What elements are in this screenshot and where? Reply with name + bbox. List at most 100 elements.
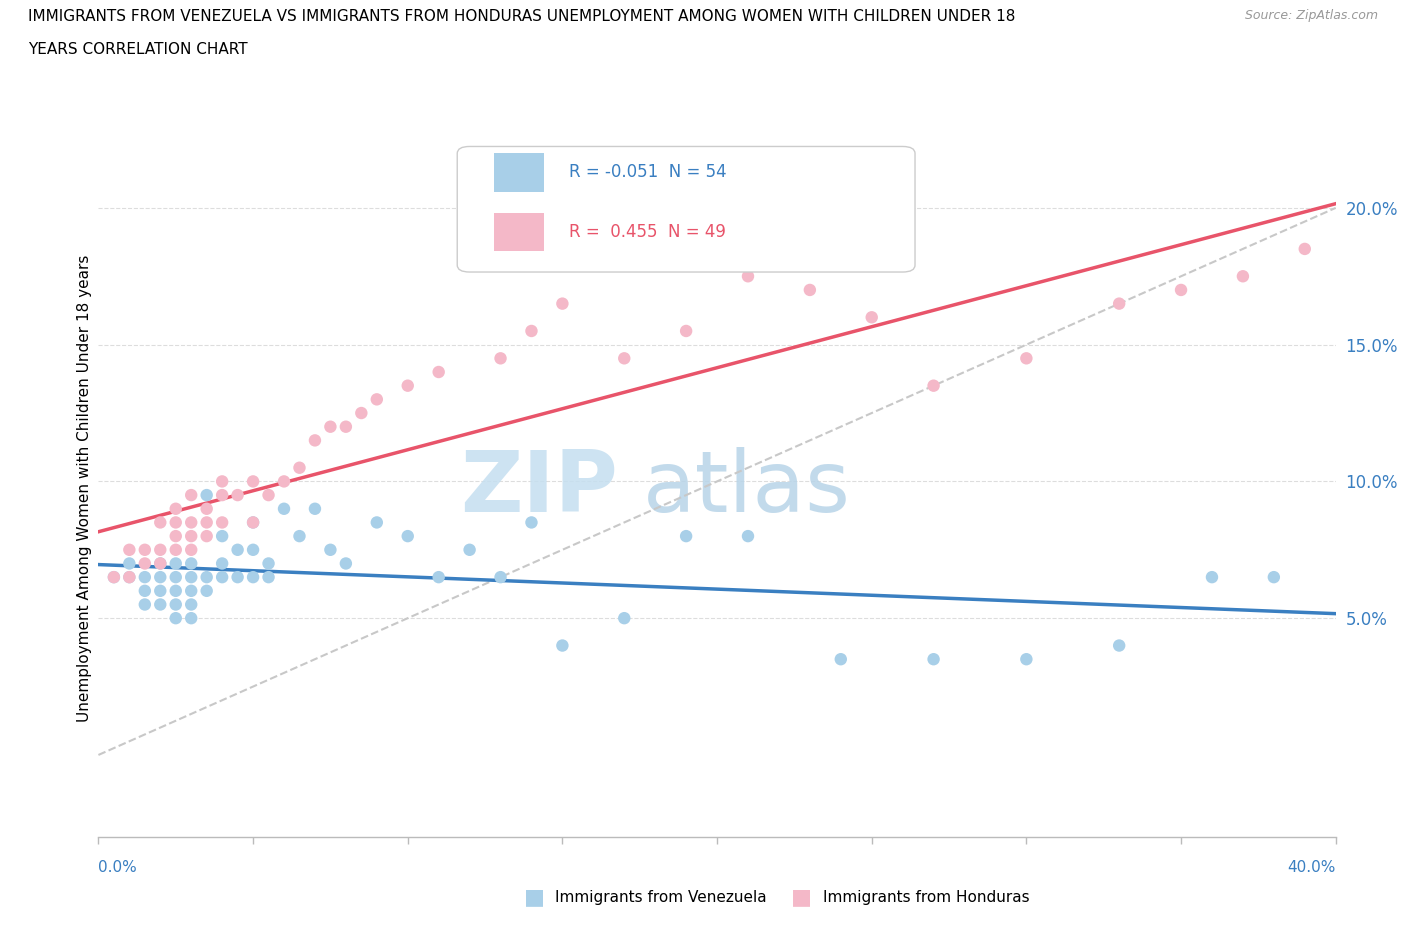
Point <box>165 570 187 585</box>
Text: atlas: atlas <box>643 446 851 530</box>
Point <box>288 460 311 475</box>
Point <box>396 379 419 393</box>
Point <box>922 652 945 667</box>
Bar <box>495 213 544 251</box>
Point <box>195 528 218 543</box>
Point <box>304 501 326 516</box>
Point <box>226 570 249 585</box>
Point <box>520 324 543 339</box>
Point <box>427 365 450 379</box>
Point <box>335 419 357 434</box>
Point <box>180 528 202 543</box>
Text: Source: ZipAtlas.com: Source: ZipAtlas.com <box>1244 9 1378 22</box>
Text: 40.0%: 40.0% <box>1288 860 1336 875</box>
FancyBboxPatch shape <box>457 147 915 272</box>
Point <box>195 570 218 585</box>
Point <box>1015 351 1038 365</box>
Text: YEARS CORRELATION CHART: YEARS CORRELATION CHART <box>28 42 247 57</box>
Point <box>180 487 202 502</box>
Point <box>366 515 388 530</box>
Point <box>242 542 264 557</box>
Point <box>737 528 759 543</box>
Text: 0.0%: 0.0% <box>98 860 138 875</box>
Point <box>458 542 481 557</box>
Point <box>1294 242 1316 257</box>
Point <box>195 583 218 598</box>
Point <box>350 405 373 420</box>
Point <box>799 283 821 298</box>
Point <box>211 570 233 585</box>
Point <box>860 310 883 325</box>
Point <box>103 570 125 585</box>
Point <box>737 269 759 284</box>
Point <box>149 570 172 585</box>
Text: Immigrants from Honduras: Immigrants from Honduras <box>823 890 1029 905</box>
Point <box>180 583 202 598</box>
Point <box>195 487 218 502</box>
Point <box>551 638 574 653</box>
Point <box>489 570 512 585</box>
Point <box>319 542 342 557</box>
Point <box>613 351 636 365</box>
Point <box>118 556 141 571</box>
Point <box>242 474 264 489</box>
Point <box>1232 269 1254 284</box>
Point <box>242 515 264 530</box>
Point <box>149 556 172 571</box>
Point <box>149 583 172 598</box>
Point <box>675 528 697 543</box>
Point <box>134 570 156 585</box>
Point <box>118 570 141 585</box>
Point <box>134 556 156 571</box>
Point <box>165 542 187 557</box>
Point <box>366 392 388 406</box>
Point <box>273 474 295 489</box>
Point <box>180 570 202 585</box>
Y-axis label: Unemployment Among Women with Children Under 18 years: Unemployment Among Women with Children U… <box>77 255 91 722</box>
Point <box>149 556 172 571</box>
Point <box>149 597 172 612</box>
Point <box>134 542 156 557</box>
Point <box>195 501 218 516</box>
Point <box>180 542 202 557</box>
Point <box>319 419 342 434</box>
Bar <box>495 153 544 192</box>
Point <box>613 611 636 626</box>
Text: ■: ■ <box>792 887 811 908</box>
Text: Immigrants from Venezuela: Immigrants from Venezuela <box>555 890 768 905</box>
Point <box>165 583 187 598</box>
Point <box>149 542 172 557</box>
Point <box>211 515 233 530</box>
Point <box>103 570 125 585</box>
Point <box>257 570 280 585</box>
Point <box>211 487 233 502</box>
Point <box>226 487 249 502</box>
Point <box>180 556 202 571</box>
Point <box>118 570 141 585</box>
Point <box>211 528 233 543</box>
Point <box>257 487 280 502</box>
Point <box>118 542 141 557</box>
Point <box>165 597 187 612</box>
Point <box>195 515 218 530</box>
Point <box>211 556 233 571</box>
Point <box>242 570 264 585</box>
Text: IMMIGRANTS FROM VENEZUELA VS IMMIGRANTS FROM HONDURAS UNEMPLOYMENT AMONG WOMEN W: IMMIGRANTS FROM VENEZUELA VS IMMIGRANTS … <box>28 9 1015 24</box>
Point <box>211 474 233 489</box>
Point <box>520 515 543 530</box>
Point <box>165 556 187 571</box>
Point <box>134 583 156 598</box>
Point <box>1108 296 1130 311</box>
Point <box>165 515 187 530</box>
Point <box>922 379 945 393</box>
Point <box>134 597 156 612</box>
Text: ZIP: ZIP <box>460 446 619 530</box>
Point <box>1170 283 1192 298</box>
Point <box>675 324 697 339</box>
Point <box>1201 570 1223 585</box>
Text: R =  0.455  N = 49: R = 0.455 N = 49 <box>568 222 725 241</box>
Point <box>427 570 450 585</box>
Point <box>1108 638 1130 653</box>
Point <box>165 501 187 516</box>
Text: R = -0.051  N = 54: R = -0.051 N = 54 <box>568 164 727 181</box>
